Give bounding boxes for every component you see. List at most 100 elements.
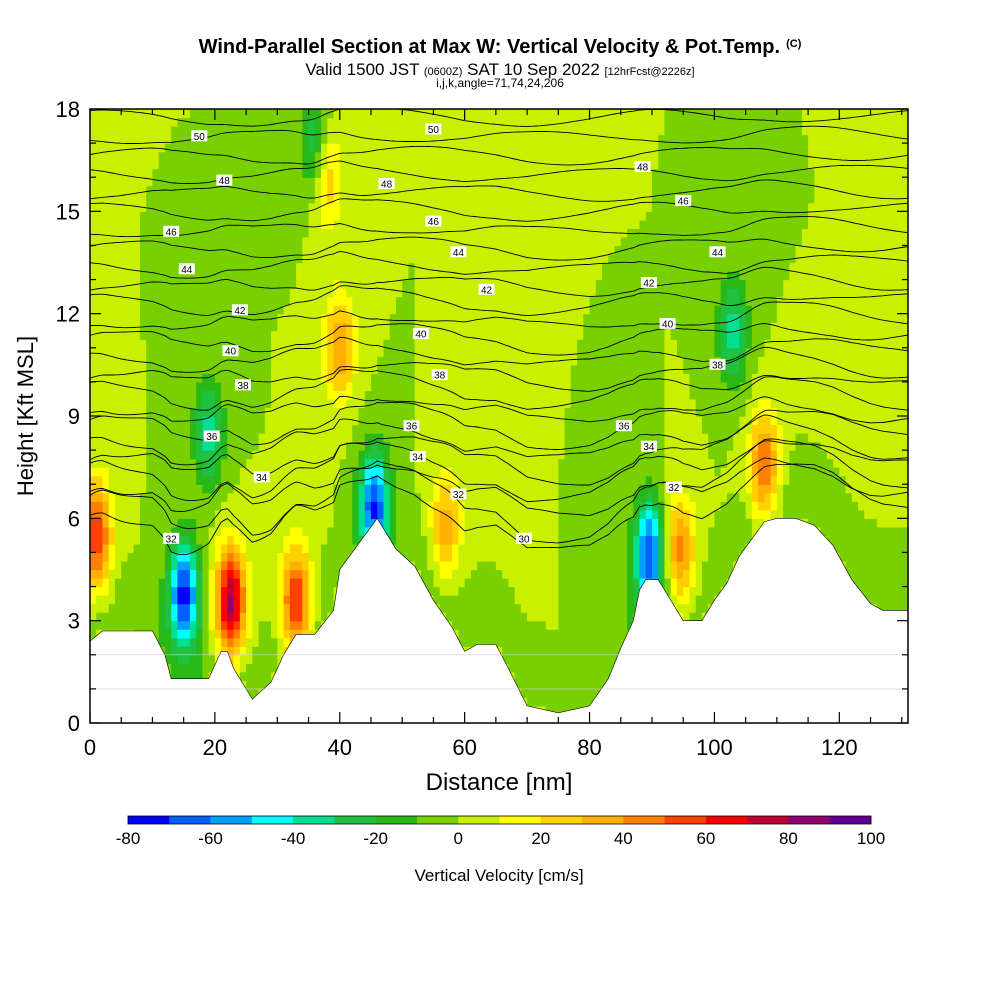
velocity-cell — [327, 296, 335, 315]
velocity-cell — [158, 109, 166, 153]
velocity-cell — [745, 518, 753, 545]
velocity-cell — [121, 109, 129, 562]
velocity-cell — [651, 168, 659, 485]
chart-title-text: Wind-Parallel Section at Max W: Vertical… — [198, 36, 781, 58]
velocity-cell — [895, 109, 903, 528]
velocity-cell — [189, 620, 197, 639]
velocity-cell — [445, 467, 453, 485]
velocity-cell — [420, 109, 428, 536]
isentrope-line — [90, 438, 908, 516]
velocity-cell — [258, 620, 266, 690]
velocity-cell — [233, 637, 241, 647]
velocity-cell — [627, 518, 634, 630]
isentrope-label: 32 — [665, 481, 682, 494]
velocity-cell — [221, 569, 228, 588]
velocity-cell — [720, 501, 728, 588]
velocity-cell — [233, 569, 241, 579]
velocity-cell — [271, 109, 278, 332]
velocity-cell — [701, 560, 709, 613]
velocity-cell — [239, 552, 247, 571]
y-tick-label: 12 — [56, 302, 80, 327]
velocity-cell — [789, 262, 797, 451]
velocity-cell — [352, 373, 360, 426]
velocity-cell — [776, 424, 784, 485]
height-gridlines — [90, 654, 908, 690]
velocity-cell — [96, 552, 104, 571]
velocity-cell — [333, 305, 341, 323]
velocity-cell — [683, 492, 691, 511]
velocity-cell — [470, 109, 478, 571]
velocity-cell — [770, 322, 778, 409]
velocity-cell — [258, 109, 266, 434]
colorbar-swatch — [375, 816, 418, 824]
velocity-cell — [327, 117, 335, 144]
x-tick-label: 100 — [696, 735, 733, 760]
isentrope-label: 46 — [163, 225, 180, 238]
velocity-cell — [745, 398, 753, 434]
velocity-cell — [90, 603, 97, 622]
velocity-cell — [670, 578, 678, 596]
velocity-cell — [608, 109, 616, 255]
velocity-cell — [277, 109, 285, 315]
velocity-cell — [171, 620, 179, 639]
colorbar-swatch — [251, 816, 294, 824]
isentrope-label: 48 — [634, 161, 651, 174]
velocity-cell — [383, 467, 391, 485]
velocity-cell — [214, 569, 222, 630]
velocity-cell — [146, 185, 154, 723]
velocity-cell — [408, 109, 416, 264]
velocity-cell — [377, 467, 385, 485]
colorbar-swatch — [788, 816, 831, 824]
svg-text:44: 44 — [453, 248, 465, 259]
velocity-cell — [658, 501, 666, 528]
velocity-cell — [289, 620, 297, 630]
velocity-cell — [439, 109, 447, 468]
velocity-cell — [202, 109, 210, 374]
svg-text:40: 40 — [225, 347, 237, 358]
velocity-cell — [876, 109, 884, 528]
isentrope-line — [90, 414, 908, 486]
isentrope-label: 36 — [203, 430, 220, 443]
velocity-cell — [102, 492, 110, 502]
velocity-cell — [196, 381, 203, 409]
velocity-cell — [751, 109, 759, 374]
velocity-cell — [689, 109, 697, 400]
velocity-cell — [177, 560, 185, 571]
velocity-cell — [233, 646, 241, 656]
velocity-cell — [108, 526, 116, 545]
velocity-cell — [171, 569, 179, 588]
velocity-cell — [458, 109, 466, 502]
isentrope-line — [90, 369, 908, 411]
velocity-cell — [183, 646, 191, 664]
velocity-cell — [202, 450, 210, 477]
velocity-cell — [177, 620, 185, 630]
velocity-cell — [214, 535, 222, 562]
isentrope-label: 46 — [425, 215, 442, 228]
isentrope-label: 44 — [709, 246, 726, 259]
velocity-cell — [339, 322, 347, 374]
velocity-cell — [445, 484, 453, 511]
svg-text:40: 40 — [662, 319, 674, 330]
velocity-cell — [739, 416, 747, 502]
velocity-cell — [676, 595, 684, 605]
svg-text:34: 34 — [412, 452, 424, 463]
velocity-cell — [870, 518, 878, 605]
velocity-cell — [183, 629, 191, 639]
velocity-cell — [764, 339, 772, 400]
velocity-cell — [452, 109, 460, 477]
velocity-cell — [189, 569, 197, 588]
velocity-cell — [283, 595, 291, 605]
velocity-cell — [239, 467, 247, 536]
svg-text:36: 36 — [406, 422, 418, 433]
velocity-cell — [296, 578, 303, 622]
velocity-cell — [726, 347, 734, 374]
velocity-cell — [651, 535, 659, 579]
velocity-cell — [445, 109, 453, 468]
velocity-cell — [196, 569, 203, 630]
colorbar-swatch — [128, 816, 170, 824]
velocity-cell — [221, 501, 228, 528]
velocity-cell — [383, 441, 391, 468]
velocity-cell — [720, 109, 728, 281]
velocity-cell — [171, 109, 179, 127]
velocity-cell — [102, 467, 110, 494]
